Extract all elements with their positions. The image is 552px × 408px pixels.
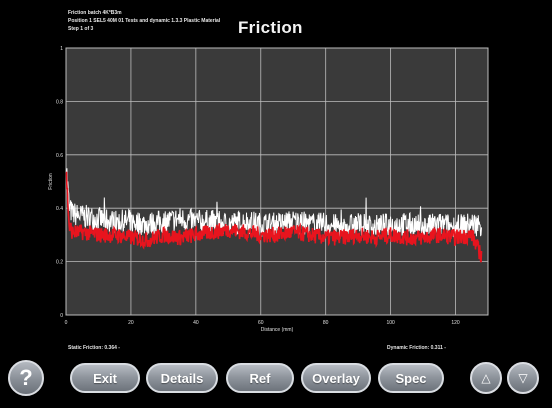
y-axis-label: Friction bbox=[48, 173, 54, 190]
static-friction-readout: Static Friction: 0.364 - bbox=[68, 345, 120, 351]
ref-button[interactable]: Ref bbox=[226, 363, 294, 393]
overlay-button[interactable]: Overlay bbox=[301, 363, 371, 393]
x-tick-label: 60 bbox=[258, 320, 264, 326]
x-tick-labels: 0 20 40 60 80 100 120 bbox=[65, 320, 460, 326]
plot-background bbox=[65, 47, 489, 316]
y-tick-label: 0.6 bbox=[56, 153, 63, 159]
details-button[interactable]: Details bbox=[146, 363, 218, 393]
x-tick-label: 120 bbox=[451, 320, 460, 326]
scroll-down-button[interactable]: ▽ bbox=[507, 362, 539, 394]
exit-button[interactable]: Exit bbox=[70, 363, 140, 393]
series-line-white bbox=[65, 168, 483, 241]
y-tick-label: 0.4 bbox=[56, 206, 63, 212]
x-tick-label: 40 bbox=[193, 320, 199, 326]
grid-lines bbox=[65, 47, 488, 316]
triangle-down-icon: ▽ bbox=[518, 371, 528, 385]
y-tick-label: 0.8 bbox=[56, 99, 63, 105]
x-tick-label: 100 bbox=[386, 320, 395, 326]
dynamic-friction-readout: Dynamic Friction: 0.311 - bbox=[387, 345, 446, 351]
y-tick-labels: 0 0.2 0.4 0.6 0.8 1 bbox=[56, 46, 63, 319]
header-line-1: Friction batch 4K*B3m bbox=[68, 10, 122, 16]
scroll-up-button[interactable]: △ bbox=[470, 362, 502, 394]
y-tick-label: 1 bbox=[60, 46, 63, 52]
spec-button[interactable]: Spec bbox=[378, 363, 444, 393]
x-tick-label: 0 bbox=[65, 320, 68, 326]
header-line-3: Step 1 of 3 bbox=[68, 26, 94, 32]
help-icon: ? bbox=[19, 365, 33, 390]
triangle-up-icon: △ bbox=[481, 371, 491, 385]
series-group bbox=[65, 168, 483, 263]
y-tick-label: 0 bbox=[60, 313, 63, 319]
header-line-2: Position 1 SEL5 40M 01 Tests and dynamic… bbox=[68, 18, 221, 24]
x-axis-label: Distance (mm) bbox=[261, 327, 294, 333]
x-tick-label: 80 bbox=[323, 320, 329, 326]
x-tick-label: 20 bbox=[128, 320, 134, 326]
y-tick-label: 0.2 bbox=[56, 260, 63, 266]
help-button[interactable]: ? bbox=[8, 360, 44, 396]
page-title: Friction bbox=[238, 18, 303, 37]
series-line-red bbox=[65, 171, 483, 263]
